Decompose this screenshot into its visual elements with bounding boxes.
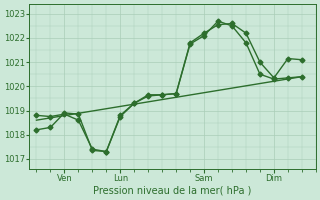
- X-axis label: Pression niveau de la mer( hPa ): Pression niveau de la mer( hPa ): [93, 186, 252, 196]
